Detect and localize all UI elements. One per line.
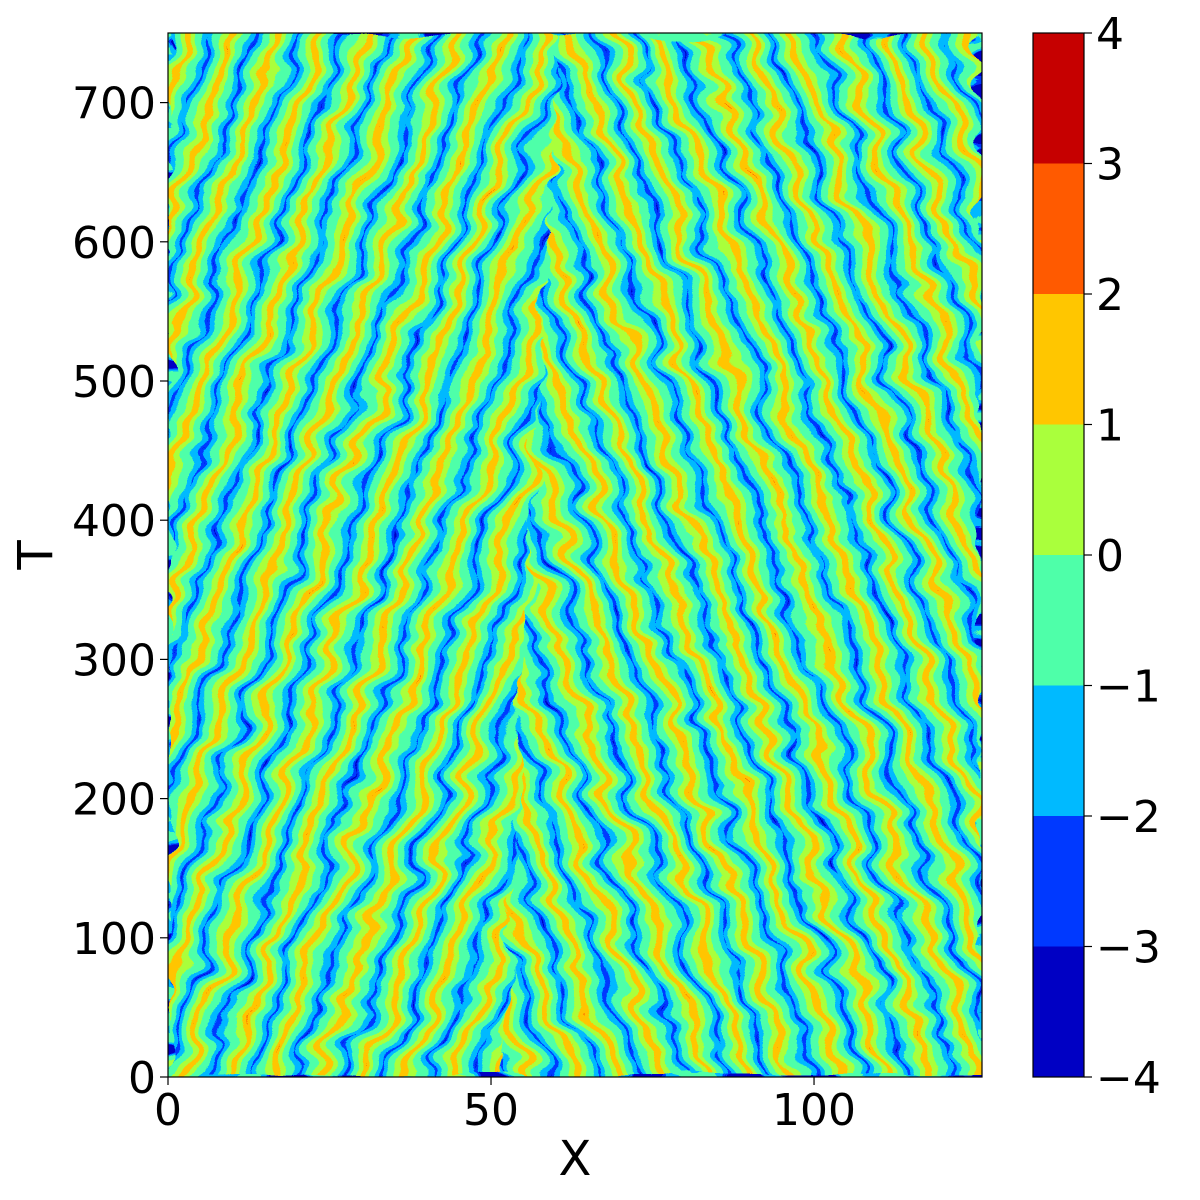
y-axis-title: T [8,540,64,571]
colorbar-tick-label: 2 [1096,270,1124,321]
plot-frame [167,32,983,1078]
colorbar-tick-label: −1 [1096,662,1161,713]
colorbar-segment [1033,555,1084,686]
colorbar-axis: −4 −3 −2 −1 0 1 2 3 4 [1084,9,1161,1104]
x-tick-label: 100 [772,1085,856,1136]
colorbar-tick-label: 0 [1096,531,1124,582]
y-axis: 0 100 200 300 400 500 600 700 [72,79,168,1104]
colorbar-tick-label: 3 [1096,140,1124,191]
colorbar-segment [1033,685,1084,816]
colorbar-segment [1033,163,1084,294]
x-axis: 0 50 100 [154,1077,856,1136]
x-tick-label: 0 [154,1085,182,1136]
y-tick-label: 0 [128,1053,156,1104]
y-tick-label: 600 [72,218,156,269]
colorbar-tick-label: −2 [1096,792,1161,843]
y-tick-label: 700 [72,79,156,130]
x-axis-title: X [559,1131,592,1187]
x-tick-label: 50 [463,1085,519,1136]
y-tick-label: 200 [72,775,156,826]
colorbar-segment [1033,424,1084,555]
colorbar [1033,33,1084,1077]
colorbar-tick-label: −4 [1096,1053,1161,1104]
y-tick-label: 500 [72,357,156,408]
y-tick-label: 300 [72,635,156,686]
colorbar-segment [1033,294,1084,425]
colorbar-tick-label: 4 [1096,9,1124,60]
colorbar-tick-label: 1 [1096,401,1124,452]
colorbar-segment [1033,33,1084,164]
colorbar-tick-label: −3 [1096,923,1161,974]
colorbar-segment [1033,816,1084,947]
colorbar-segment [1033,946,1084,1077]
y-tick-label: 400 [72,496,156,547]
y-tick-label: 100 [72,914,156,965]
heatmap-field [168,33,982,1077]
